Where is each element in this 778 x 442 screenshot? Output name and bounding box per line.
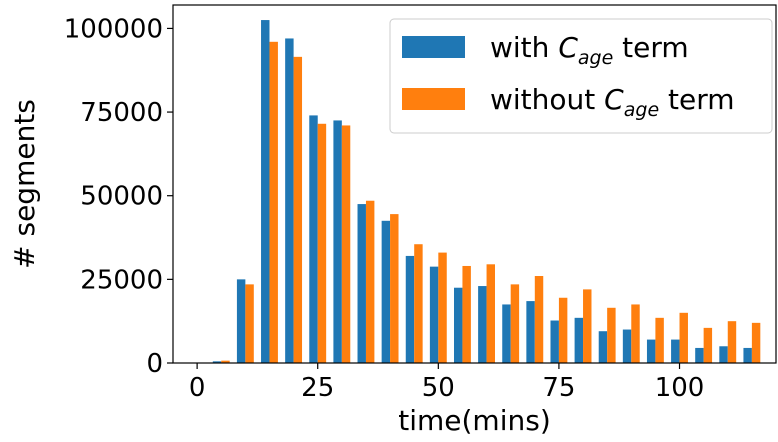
bar-series0-bin6: [357, 204, 366, 363]
bar-series0-bin0: [212, 361, 222, 363]
bar-series1-bin5: [341, 125, 351, 363]
x-axis: 0 25 50 75 100: [189, 363, 704, 403]
bar-series0-bin15: [574, 317, 584, 363]
bar-series1-bin8: [414, 244, 423, 363]
bar-series0-bin9: [429, 266, 439, 363]
bar-series0-bin21: [719, 346, 728, 363]
bar-series1-bin16: [607, 307, 616, 363]
bar-series0-bin10: [454, 287, 463, 363]
y-tick-label: 25000: [80, 265, 163, 295]
bar-series0-bin5: [333, 120, 342, 364]
legend-box: [389, 18, 773, 134]
x-tick-label: 0: [189, 373, 206, 403]
x-tick-label: 50: [422, 373, 455, 403]
bar-series0-bin16: [598, 331, 608, 363]
bar-series0-bin20: [695, 347, 704, 363]
legend-entry-without-cage-term: without Cage term: [402, 83, 735, 121]
legend-suffix: term: [613, 31, 688, 64]
bar-series1-bin19: [679, 312, 688, 363]
legend-entry-with-cage-term: with Cage term: [402, 31, 689, 69]
bar-series1-bin15: [583, 289, 592, 363]
legend-subscript: age: [578, 47, 613, 69]
bar-series0-bin2: [261, 20, 270, 364]
bars-layer: [212, 20, 761, 364]
bar-series0-bin7: [381, 220, 391, 363]
bar-series1-bin3: [293, 56, 303, 364]
bar-series1-bin6: [365, 200, 375, 363]
bar-series0-bin3: [285, 38, 294, 364]
legend-subscript: age: [624, 99, 659, 121]
y-tick-label: 100000: [64, 14, 163, 44]
bar-series1-bin20: [703, 327, 713, 363]
y-axis-label: # segments: [8, 99, 41, 269]
legend-swatch-without-cage: [402, 88, 465, 110]
bar-series1-bin7: [390, 214, 399, 363]
bar-series0-bin19: [671, 339, 680, 363]
bar-series1-bin4: [317, 123, 327, 363]
y-tick-label: 0: [146, 349, 163, 379]
legend-symbol: C: [558, 31, 578, 64]
legend: with Cage term without Cage term: [389, 18, 773, 134]
x-tick-label: 100: [655, 373, 705, 403]
bar-series0-bin8: [405, 255, 415, 363]
bar-series1-bin21: [727, 321, 737, 363]
bar-series1-bin10: [462, 265, 471, 363]
bar-series0-bin1: [236, 279, 246, 363]
bar-series0-bin4: [309, 115, 318, 363]
bar-series1-bin17: [631, 304, 640, 363]
x-tick-label: 75: [542, 373, 575, 403]
bar-series1-bin2: [269, 41, 278, 364]
bar-series1-bin22: [751, 322, 761, 363]
x-axis-label: time(mins): [398, 404, 551, 437]
bar-series1-bin0: [221, 360, 230, 363]
bar-series1-bin18: [655, 317, 664, 363]
bar-series0-bin14: [550, 320, 559, 363]
bar-series0-bin12: [502, 304, 511, 363]
legend-prefix: with: [490, 31, 558, 64]
bar-series0-bin22: [743, 347, 752, 363]
y-axis: 0 25000 50000 75000 100000: [64, 14, 173, 379]
bar-series1-bin13: [534, 276, 544, 363]
legend-label-with-cage: with Cage term: [490, 31, 689, 69]
legend-label-without-cage: without Cage term: [490, 83, 735, 121]
bar-series0-bin17: [622, 329, 632, 363]
plot-frame: [172, 4, 777, 364]
bar-series1-bin1: [245, 284, 254, 363]
bar-series1-bin12: [510, 284, 520, 363]
legend-suffix: term: [659, 83, 734, 116]
bar-series1-bin11: [486, 264, 495, 363]
legend-swatch-with-cage: [402, 36, 465, 58]
legend-prefix: without: [490, 83, 604, 116]
legend-symbol: C: [604, 83, 624, 116]
bar-series1-bin14: [558, 297, 568, 363]
y-tick-label: 75000: [80, 98, 163, 128]
bar-series0-bin11: [478, 286, 487, 363]
bar-series0-bin18: [646, 339, 656, 363]
bar-series0-bin13: [526, 301, 535, 363]
bar-series1-bin9: [438, 252, 447, 363]
x-tick-label: 25: [301, 373, 334, 403]
y-tick-label: 50000: [80, 182, 163, 212]
